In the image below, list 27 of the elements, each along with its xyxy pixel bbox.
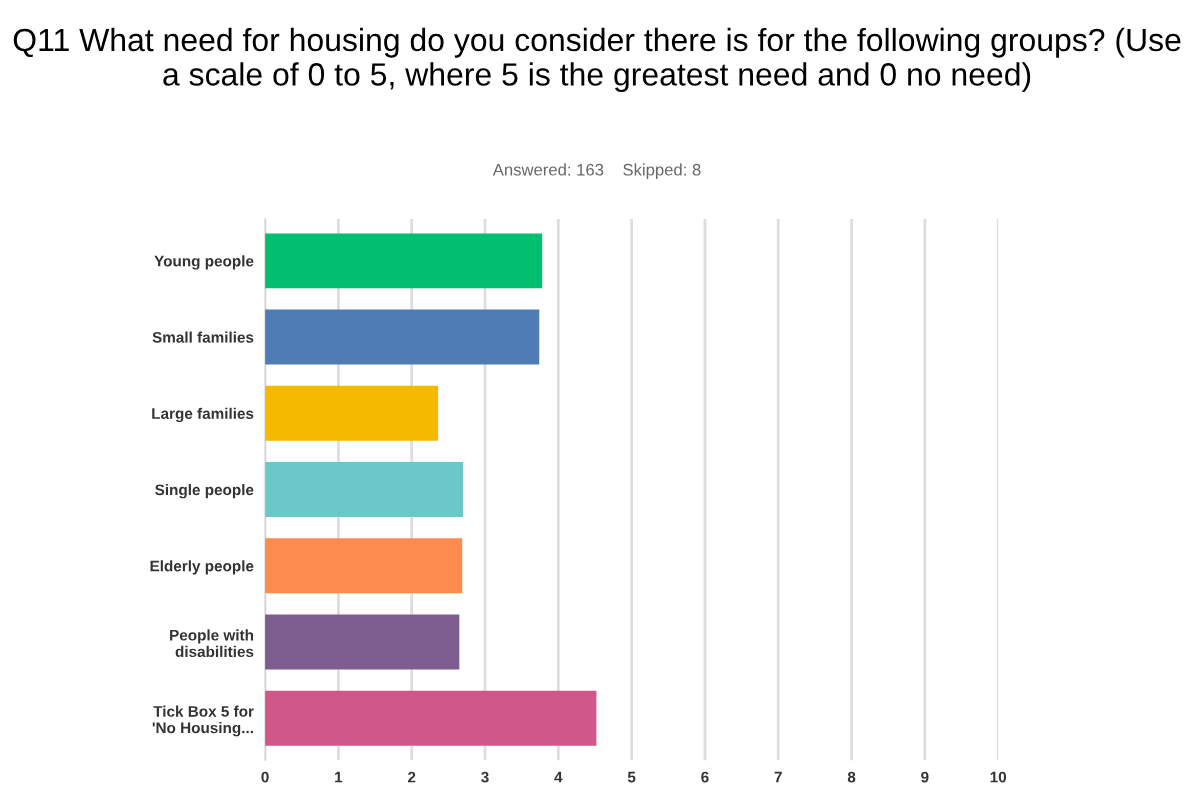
bar <box>265 385 439 441</box>
bar <box>265 462 464 517</box>
chart-subtitle: Answered: 163 Skipped: 8 <box>492 163 701 179</box>
x-tick-label: 1 <box>335 771 343 783</box>
bar <box>265 538 463 594</box>
bar <box>265 690 597 746</box>
x-tick-label: 4 <box>554 771 563 783</box>
bar <box>265 233 543 289</box>
y-tick-label: Tick Box 5 for 'No Housing... <box>152 705 254 737</box>
y-tick-label: People with disabilities <box>170 629 254 658</box>
x-tick-label: 6 <box>701 771 709 783</box>
x-tick-label: 2 <box>407 771 416 783</box>
y-tick-label: Young people <box>154 255 254 270</box>
y-tick-label: Elderly people <box>150 560 254 575</box>
y-tick-label: Large families <box>152 407 254 423</box>
bar <box>265 614 460 670</box>
x-tick-label: 8 <box>847 771 856 783</box>
chart-title: Q11 What need for housing do you consider there is for the following groups? (Use a scale of 0 to 5, where 5 is the greatest need and 0 no need) <box>13 27 1181 93</box>
x-tick-label: 3 <box>481 771 489 783</box>
bar <box>265 309 540 365</box>
x-tick-label: 10 <box>990 771 1007 783</box>
x-tick-label: 9 <box>921 771 929 783</box>
x-tick-label: 5 <box>627 771 636 783</box>
y-tick-label: Small families <box>152 331 254 343</box>
y-tick-label: Single people <box>155 484 254 499</box>
x-tick-label: 7 <box>774 771 782 783</box>
x-tick-label: 0 <box>261 771 269 783</box>
